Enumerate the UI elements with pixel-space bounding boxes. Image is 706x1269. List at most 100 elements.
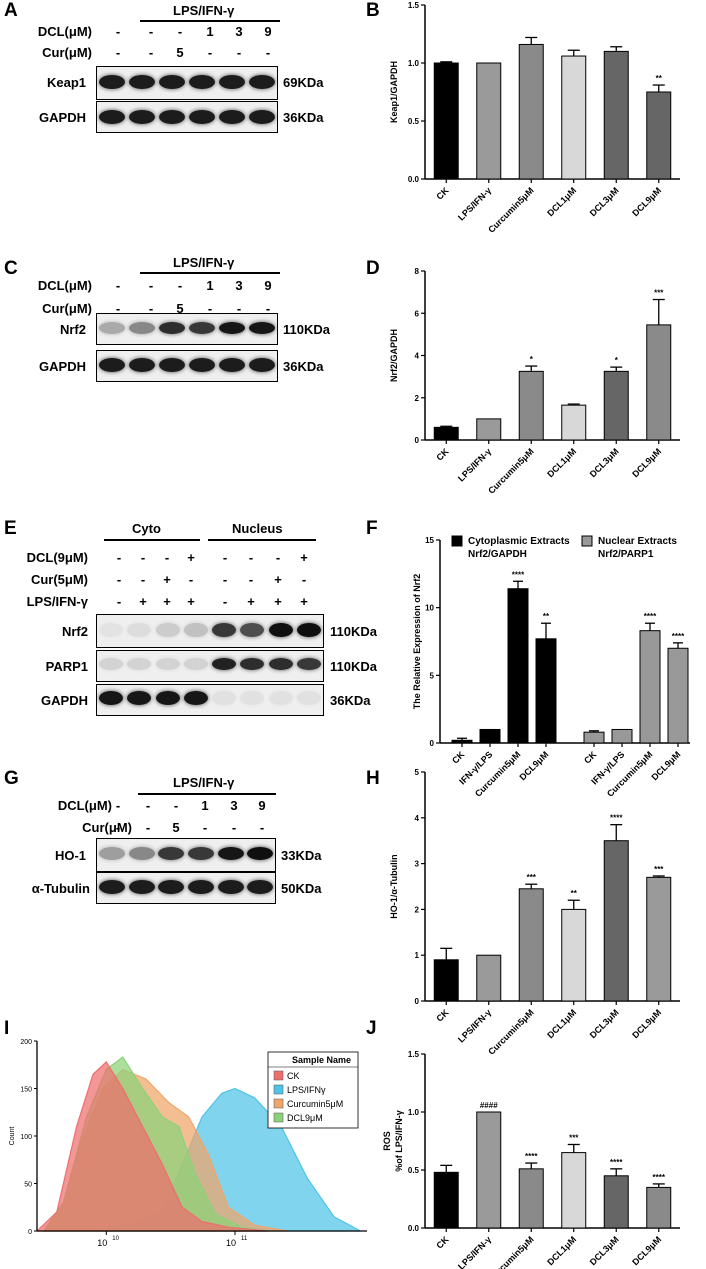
y-axis-label: ROS: [382, 1131, 392, 1151]
dose-mark: -: [265, 301, 271, 316]
y-axis-label: Keap1/GAPDH: [389, 61, 399, 123]
blot-band: [159, 110, 185, 124]
legend-label: Nrf2/GAPDH: [468, 549, 527, 560]
y-tick-label: 0: [28, 1229, 32, 1236]
gapdh-blot-e: [96, 684, 324, 716]
blot-band: [268, 658, 293, 670]
significance-label: ****: [525, 1152, 538, 1161]
x-tick-label: 10: [226, 1238, 236, 1248]
dose-mark: -: [222, 572, 228, 587]
dose-mark: -: [301, 572, 307, 587]
y-tick-label: 1.0: [408, 1108, 420, 1117]
blot-band: [187, 847, 214, 860]
bar: [518, 1168, 544, 1229]
blot-band: [128, 847, 155, 860]
dose-mark: -: [222, 594, 228, 609]
dose-mark: -: [248, 550, 254, 565]
legend-swatch: [273, 1084, 284, 1095]
blot-band: [268, 691, 293, 705]
blot-band: [129, 110, 155, 124]
dose-mark: -: [265, 45, 271, 60]
significance-label: **: [543, 612, 550, 621]
treatment-line: [138, 793, 276, 795]
dose-mark: -: [207, 301, 213, 316]
legend-label: DCL9μM: [287, 1113, 323, 1123]
blot-band: [240, 691, 265, 705]
dose-mark: -: [148, 45, 154, 60]
blot-band: [129, 358, 155, 372]
blot-band: [99, 358, 125, 372]
dose-mark: -: [177, 24, 183, 39]
dose-mark: -: [115, 45, 121, 60]
legend-label: Cytoplasmic Extracts: [468, 536, 570, 547]
significance-label: **: [571, 889, 578, 898]
blot-band: [189, 358, 215, 372]
y-tick-label: 50: [24, 1182, 32, 1189]
dose-mark: -: [259, 820, 265, 835]
y-tick-label: 2: [415, 905, 420, 914]
blot-band: [159, 322, 185, 334]
blot-band: [217, 880, 244, 894]
dose-mark: -: [173, 798, 179, 813]
blot-band: [189, 322, 215, 334]
dose-mark: -: [148, 301, 154, 316]
blot-band: [212, 623, 237, 637]
blot-band: [247, 847, 274, 860]
ho1-unit: 33KDa: [281, 848, 322, 863]
dose-mark: -: [177, 278, 183, 293]
dose-mark: -: [248, 572, 254, 587]
panel-letter-b: B: [366, 0, 380, 21]
dose-mark: -: [116, 594, 122, 609]
bar: [646, 876, 672, 1002]
blot-band: [183, 658, 208, 670]
legend-label: CK: [287, 1071, 300, 1081]
panel-letter-h: H: [366, 768, 380, 789]
gapdh-unit-e: 36KDa: [330, 693, 371, 708]
y-axis-label: Count: [9, 1127, 16, 1146]
blot-band: [240, 658, 265, 670]
blot-band: [296, 658, 321, 670]
blot-band: [189, 75, 215, 89]
legend-title: Sample Name: [292, 1055, 351, 1065]
blot-band: [99, 623, 124, 637]
blot-band: [296, 691, 321, 705]
nrf2-label-c: Nrf2: [59, 322, 86, 337]
dose-mark: -: [202, 820, 208, 835]
tubulin-blot: [96, 872, 276, 904]
legend-label: Nuclear Extracts: [598, 536, 677, 547]
y-tick-label: 4: [415, 352, 420, 361]
y-tick-label: 2: [415, 394, 420, 403]
x-tick-label: 10: [97, 1238, 107, 1248]
y-tick-label: 5: [430, 671, 435, 680]
significance-label: ****: [610, 814, 623, 823]
panel-letter-e: E: [4, 518, 17, 539]
blot-band: [249, 322, 275, 334]
panel-letter-a: A: [4, 0, 18, 21]
significance-label: ***: [569, 1133, 579, 1142]
tubulin-unit: 50KDa: [281, 881, 322, 896]
bar: [476, 954, 502, 1002]
nrf2-label-e: Nrf2: [61, 624, 88, 639]
nrf2-blot-e: [96, 614, 324, 648]
dose-mark: -: [115, 301, 121, 316]
y-axis-label: Nrf2/GAPDH: [389, 329, 399, 382]
gapdh-unit-a: 36KDa: [283, 110, 324, 125]
gapdh-label-e: GAPDH: [41, 693, 88, 708]
y-tick-label: 0: [430, 739, 435, 748]
dose-mark: 3: [230, 798, 238, 813]
y-tick-label: 0.5: [408, 1166, 420, 1175]
y-tick-label: 4: [415, 814, 420, 823]
blot-band: [249, 75, 275, 89]
blot-band: [99, 658, 124, 670]
dose-mark: -: [115, 820, 121, 835]
x-tick-exponent: 10: [112, 1236, 119, 1242]
treatment-label: LPS/IFN-γ: [173, 255, 235, 270]
dose-mark: -: [148, 24, 154, 39]
blot-band: [159, 75, 185, 89]
dose-mark: +: [274, 594, 282, 609]
blot-band: [155, 623, 180, 637]
y-tick-label: 15: [425, 536, 434, 545]
blot-band: [219, 75, 245, 89]
